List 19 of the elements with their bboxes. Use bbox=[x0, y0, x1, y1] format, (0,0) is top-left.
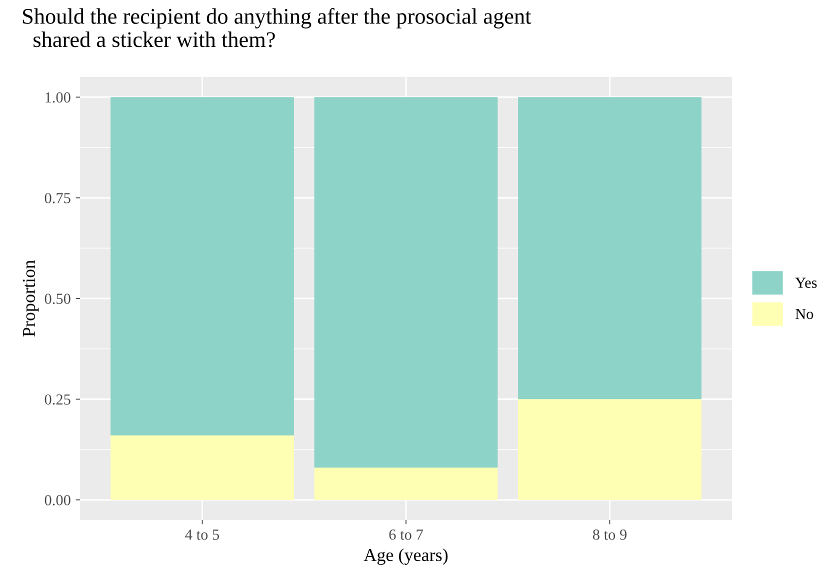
x-tick-label: 6 to 7 bbox=[389, 530, 423, 540]
y-tick-label: 0.50 bbox=[44, 294, 70, 304]
x-axis-title: Age (years) bbox=[364, 548, 448, 565]
y-tick-label: 0.75 bbox=[44, 192, 70, 204]
y-tick-label: 0.00 bbox=[44, 495, 70, 506]
chart-title: Should the recipient do anything after the prosocial agent shared a sticker with them? bbox=[23, 8, 532, 48]
bar bbox=[518, 399, 702, 500]
y-tick-label: 0.25 bbox=[44, 394, 70, 405]
bar bbox=[110, 97, 294, 436]
bar bbox=[314, 97, 498, 468]
x-tick-label: 8 to 9 bbox=[592, 529, 627, 540]
bar bbox=[110, 435, 294, 500]
legend-label: Yes bbox=[795, 278, 817, 288]
legend-label: No bbox=[795, 308, 814, 320]
bar bbox=[314, 468, 498, 500]
bar bbox=[518, 97, 702, 400]
y-axis-title: Proportion bbox=[22, 260, 39, 337]
y-tick-label: 1.00 bbox=[46, 92, 70, 103]
x-tick-label: 4 to 5 bbox=[185, 530, 220, 540]
